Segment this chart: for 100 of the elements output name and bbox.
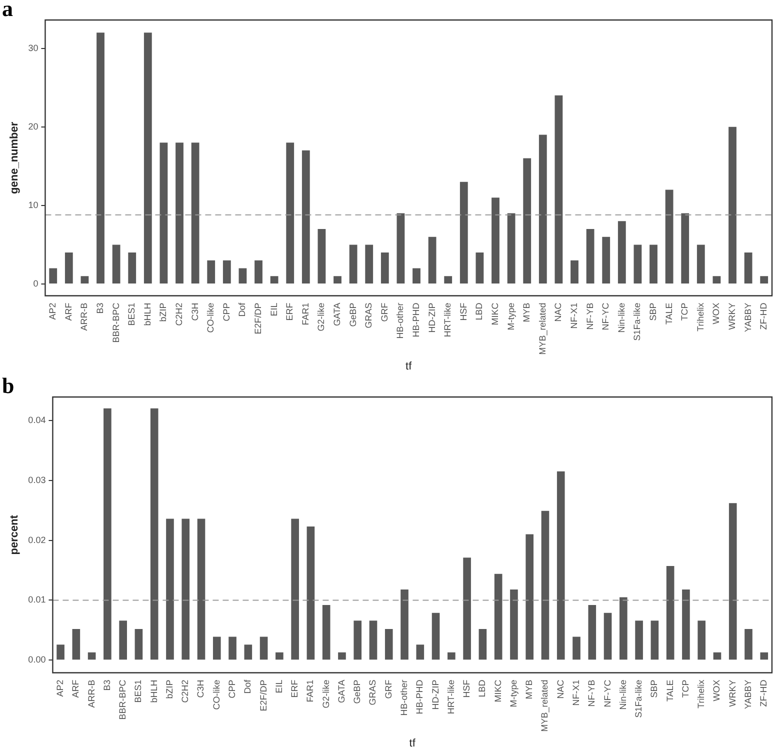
bar	[744, 629, 752, 660]
bar	[744, 252, 752, 284]
x-tick-label: NF-YB	[586, 680, 597, 707]
bar	[270, 276, 278, 284]
bar	[650, 244, 658, 284]
bar	[476, 252, 484, 284]
x-tick-label: M-type	[506, 302, 516, 330]
x-tick-label: bHLH	[148, 680, 159, 703]
y-tick-label: 0.00	[28, 654, 46, 665]
x-tick-label: MIKC	[490, 302, 500, 326]
x-tick-label: HSF	[462, 679, 472, 698]
x-tick-label: G2-like	[316, 302, 326, 332]
bar	[349, 244, 358, 284]
x-tick-label: EIL	[268, 302, 279, 316]
x-tick-label: Nin-like	[618, 680, 628, 710]
bar	[160, 142, 168, 284]
x-tick-label: CO-like	[211, 680, 222, 710]
x-tick-label: Dof	[242, 679, 253, 694]
bar	[384, 629, 393, 660]
x-tick-label: EIL	[274, 680, 284, 694]
bar	[556, 471, 565, 660]
bar	[460, 182, 468, 284]
bar	[634, 244, 642, 284]
x-tick-label: Dof	[237, 302, 248, 317]
bar	[526, 534, 534, 660]
x-tick-label: C3H	[196, 680, 206, 698]
bar	[286, 142, 294, 284]
bar	[166, 518, 174, 660]
x-tick-label: Trihelix	[696, 679, 706, 708]
bar	[510, 589, 518, 660]
bar	[64, 252, 73, 284]
bar	[444, 276, 452, 284]
x-tick-label: GATA	[332, 302, 342, 326]
x-tick-label: YABBY	[742, 302, 753, 332]
x-tick-label: BES1	[126, 302, 137, 326]
x-tick-label: HRT-like	[442, 302, 453, 338]
x-tick-label: BBR-BPC	[110, 302, 121, 343]
bar	[182, 518, 190, 660]
x-tick-label: NF-YC	[602, 679, 612, 708]
x-tick-label: bZIP	[158, 302, 168, 322]
x-tick-label: LBD	[474, 302, 484, 320]
x-tick-label: C3H	[190, 302, 200, 321]
bar	[260, 636, 268, 660]
bar	[602, 236, 610, 284]
bar	[322, 605, 330, 660]
bar	[570, 260, 578, 284]
x-tick-label: bZIP	[164, 680, 174, 699]
y-tick-label: 10	[28, 200, 38, 210]
x-tick-label: E2F/DP	[258, 680, 268, 712]
x-tick-label: SBP	[648, 302, 658, 321]
bar	[412, 268, 420, 284]
x-tick-label: ERF	[290, 679, 300, 698]
bar	[80, 276, 89, 284]
y-tick-label: 0.01	[28, 594, 46, 605]
y-tick-label: 0	[33, 278, 38, 288]
x-tick-label: ERF	[284, 302, 295, 321]
bar	[134, 629, 143, 660]
bar	[588, 605, 596, 660]
bar	[228, 636, 236, 660]
x-tick-label: C2H2	[180, 680, 190, 703]
bar	[523, 158, 532, 284]
bar	[760, 276, 768, 284]
bar	[72, 629, 80, 660]
x-tick-label: TALE	[664, 302, 674, 325]
x-tick-label: ARR-B	[86, 680, 96, 708]
bar	[276, 652, 284, 660]
bar	[212, 636, 221, 660]
x-tick-label: MYB_related	[540, 680, 550, 732]
y-tick-label: 0.04	[28, 414, 46, 425]
x-tick-label: M-type	[508, 680, 518, 708]
bar	[207, 260, 216, 284]
x-tick-label: Trihelix	[695, 302, 706, 332]
chart-title: b	[2, 373, 14, 399]
x-tick-label: NAC	[555, 679, 566, 699]
bar	[681, 213, 690, 284]
x-tick-label: MYB	[524, 680, 534, 700]
x-tick-label: HB-PHD	[410, 302, 421, 338]
x-tick-label: HB-other	[395, 302, 406, 339]
bar	[400, 589, 408, 660]
x-tick-label: HB-PHD	[414, 679, 425, 714]
x-tick-label: MIKC	[492, 679, 503, 702]
bar	[112, 244, 120, 284]
bar	[572, 636, 580, 660]
x-tick-label: ZF-HD	[758, 302, 769, 330]
x-tick-label: BES1	[133, 680, 144, 703]
x-tick-label: E2F/DP	[252, 302, 263, 334]
y-tick-label: 30	[28, 42, 38, 53]
x-tick-label: Nin-like	[616, 302, 626, 333]
bar	[712, 276, 721, 284]
x-tick-label: AP2	[48, 302, 58, 320]
bar	[618, 221, 626, 284]
x-tick-label: TCP	[680, 680, 690, 698]
y-tick-label: 0.03	[28, 474, 46, 485]
bar	[507, 213, 516, 284]
bar	[666, 566, 674, 660]
x-tick-label: B3	[102, 680, 112, 691]
x-tick-label: WRKY	[726, 302, 737, 330]
x-tick-label: FAR1	[300, 302, 310, 326]
x-tick-label: MYB_related	[537, 302, 548, 355]
x-tick-label: HSF	[458, 302, 468, 321]
